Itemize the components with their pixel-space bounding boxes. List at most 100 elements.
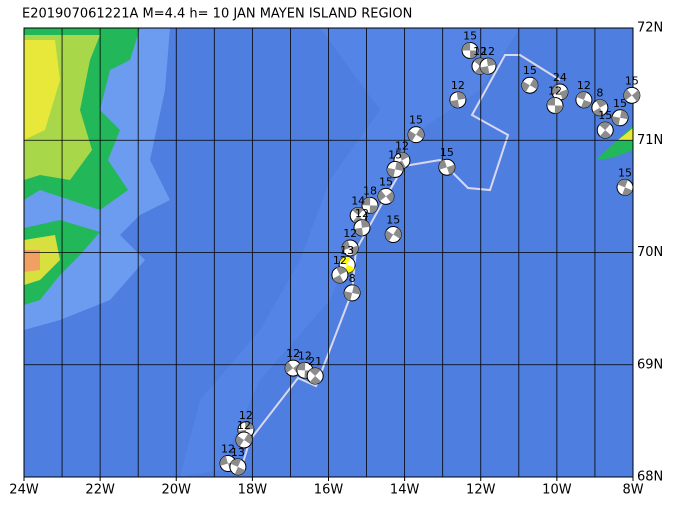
focal-mechanism — [551, 83, 569, 101]
beachball-quadrant — [456, 91, 466, 100]
focal-mechanism — [611, 109, 629, 127]
beachball-quadrant — [244, 433, 253, 445]
x-tick-label: 10W — [542, 483, 572, 498]
beachball-quadrant — [617, 179, 628, 188]
depth-label: 12 — [343, 227, 357, 240]
beachball-quadrant — [559, 89, 568, 100]
focal-mechanism — [575, 91, 593, 109]
depth-label: 12 — [286, 347, 300, 360]
beachball-quadrant — [354, 227, 364, 236]
beachball-quadrant — [446, 164, 455, 175]
depth-label: 14 — [351, 194, 365, 207]
beachball-quadrant — [385, 191, 394, 203]
beachball-quadrant — [332, 274, 344, 283]
depth-label: 8 — [596, 87, 603, 100]
focal-mechanism — [353, 219, 371, 237]
beachball-quadrant — [309, 375, 322, 384]
depth-label: 12 — [395, 139, 409, 152]
depth-label: 13 — [340, 244, 354, 257]
focal-mechanism — [591, 99, 609, 117]
depth-label: 13 — [231, 446, 245, 459]
y-tick-label: 68N — [637, 470, 663, 485]
depth-label: 12 — [355, 207, 369, 220]
depth-label: 15 — [625, 74, 639, 87]
x-tick-label: 12W — [466, 483, 496, 498]
depth-label: 12 — [333, 254, 347, 267]
greenland-north-peak — [24, 40, 60, 140]
beachball-quadrant — [480, 66, 490, 75]
focal-mechanism — [546, 96, 564, 114]
focal-mechanism — [461, 41, 479, 59]
beachball-quadrant — [393, 227, 402, 239]
beachball-quadrant — [554, 105, 563, 114]
greenland-south-peak — [24, 250, 40, 272]
focal-mechanism — [479, 57, 497, 75]
beachball-quadrant — [296, 362, 306, 371]
focal-mechanism — [331, 266, 349, 284]
beachball-quadrant — [529, 78, 538, 90]
beachball-quadrant — [398, 152, 409, 161]
focal-mechanism — [341, 239, 359, 257]
jan-mayen-peak — [618, 128, 633, 140]
beachball-quadrant — [285, 361, 294, 373]
graticule — [24, 27, 633, 478]
focal-mechanism — [306, 367, 324, 385]
y-tick-label: 70N — [637, 245, 663, 260]
beachball-quadrant — [387, 167, 396, 178]
depth-label: 15 — [618, 166, 632, 179]
beachball-quadrant — [408, 130, 417, 142]
beachball-quadrant — [360, 219, 370, 228]
x-tick-label: 14W — [390, 483, 420, 498]
focal-mechanism — [343, 284, 361, 302]
focal-mechanism — [386, 160, 404, 178]
beachball-quadrant — [220, 455, 229, 466]
depth-label: 15 — [598, 109, 612, 122]
focal-mechanism — [449, 91, 467, 109]
y-tick-label: 71N — [637, 133, 663, 148]
depth-label: 15 — [523, 64, 537, 77]
depth-label: 15 — [409, 114, 423, 127]
beachball-quadrant — [599, 122, 611, 131]
beachball-quadrant — [546, 97, 556, 106]
depth-label: 18 — [363, 184, 377, 197]
beachball-quadrant — [230, 458, 242, 467]
focal-mechanism — [229, 458, 247, 476]
beachball-quadrant — [352, 207, 364, 216]
x-tick-label: 18W — [238, 483, 268, 498]
depth-label: 12 — [451, 79, 465, 92]
beachball-quadrant — [339, 256, 351, 265]
beachball-quadrant — [470, 50, 479, 59]
beachball-quadrant — [342, 240, 351, 251]
focal-mechanism — [596, 121, 614, 139]
beachball-quadrant — [623, 89, 632, 101]
beachball-quadrant — [352, 285, 361, 295]
beachball-quadrant — [244, 421, 254, 430]
beachball-quadrant — [551, 84, 560, 95]
beachball-quadrant — [369, 205, 378, 214]
depth-label: 12 — [298, 349, 312, 362]
depth-label: 12 — [237, 419, 251, 432]
focal-mechanism — [361, 196, 379, 214]
depth-label: 15 — [463, 29, 477, 42]
depth-label: 15 — [440, 146, 454, 159]
depth-label: 12 — [577, 79, 591, 92]
beachball-quadrant — [462, 42, 471, 51]
beachball-quadrant — [631, 90, 640, 102]
beachball-quadrant — [416, 127, 425, 139]
beachball-quadrant — [385, 230, 394, 242]
depth-label: 21 — [308, 355, 322, 368]
y-tick-label: 72N — [637, 21, 663, 36]
beachball-quadrant — [486, 58, 496, 67]
beachball-quadrant — [450, 99, 460, 108]
map-title: E201907061221A M=4.4 h= 10 JAN MAYEN ISL… — [22, 7, 412, 22]
beachball-quadrant — [236, 435, 245, 447]
x-tick-label: 20W — [162, 483, 192, 498]
greenland-south-high — [24, 235, 60, 285]
depth-label: 8 — [349, 272, 356, 285]
beachball-quadrant — [361, 197, 371, 206]
depth-label: 12 — [548, 84, 562, 97]
beachball-quadrant — [234, 466, 246, 475]
beachball-quadrant — [438, 159, 447, 170]
focal-mechanism — [616, 178, 634, 196]
